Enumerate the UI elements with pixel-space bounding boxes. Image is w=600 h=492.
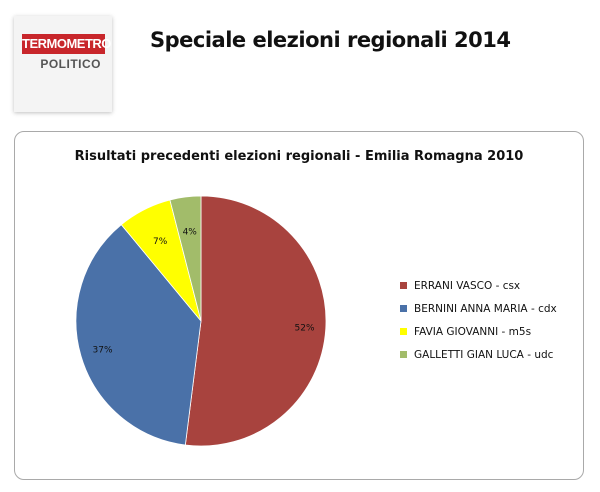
legend-label-2: BERNINI ANNA MARIA - cdx [414,302,557,315]
pie-chart: 52% 37% 7% 4% [75,195,327,447]
pie-slice-2 [75,224,202,446]
pie-slice-1 [184,195,327,447]
pie-data-label-1: 52% [295,324,315,334]
legend-item-4: GALLETTI GIAN LUCA - udc [400,343,580,366]
legend-item-2: BERNINI ANNA MARIA - cdx [400,297,580,320]
logo-text-bottom: POLITICO [40,57,101,71]
chart-legend: ERRANI VASCO - csx BERNINI ANNA MARIA - c… [400,274,580,366]
legend-item-1: ERRANI VASCO - csx [400,274,580,297]
legend-swatch-3 [400,328,407,335]
legend-swatch-2 [400,305,407,312]
legend-label-1: ERRANI VASCO - csx [414,279,521,292]
chart-title: Risultati precedenti elezioni regionali … [74,149,524,164]
logo: TERMOMETRO POLITICO [14,16,112,112]
legend-item-3: FAVIA GIOVANNI - m5s [400,320,580,343]
chart-frame: Risultati precedenti elezioni regionali … [14,131,584,480]
pie-data-label-3: 7% [153,237,168,247]
legend-label-3: FAVIA GIOVANNI - m5s [414,325,532,338]
page-title: Speciale elezioni regionali 2014 [150,28,511,52]
pie-slice-4 [169,195,202,322]
legend-label-4: GALLETTI GIAN LUCA - udc [414,348,554,361]
pie-data-label-2: 37% [93,346,113,356]
logo-text-top: TERMOMETRO [22,34,111,54]
legend-swatch-1 [400,282,407,289]
pie-data-label-4: 4% [183,228,198,238]
legend-swatch-4 [400,351,407,358]
